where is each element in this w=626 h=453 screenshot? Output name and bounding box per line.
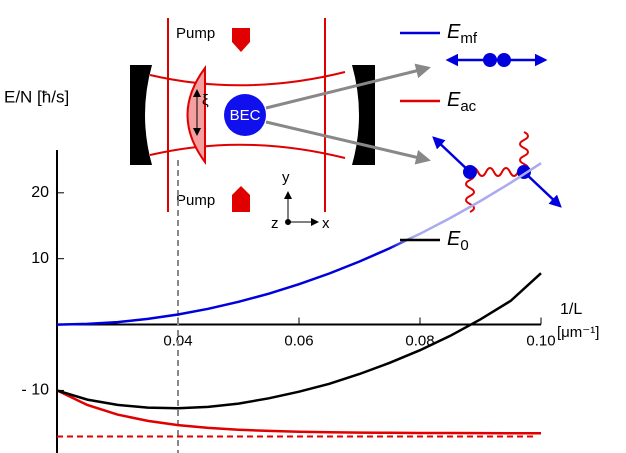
pump-arrow [232, 28, 250, 52]
legend-subscript: 0 [460, 237, 468, 254]
legend-subscript: mf [460, 30, 477, 47]
legend-label: Eac [447, 89, 477, 115]
legend-label: Emf [447, 21, 478, 47]
legend-name: E [447, 228, 461, 250]
axis-label: z [271, 215, 279, 232]
legend-name: E [447, 21, 461, 43]
diagram [483, 53, 497, 67]
beam [150, 72, 345, 85]
pointer [266, 122, 428, 160]
x-tick-label: 0.08 [405, 333, 434, 350]
beam [150, 145, 345, 158]
y-tick-label: - 10 [21, 382, 49, 399]
y-tick-label: 20 [31, 184, 49, 201]
y-axis-label: E/N [ħ/s] [4, 87, 69, 106]
axis-label: x [322, 215, 330, 232]
axis-label: y [282, 169, 290, 186]
pump-label: Pump [176, 25, 215, 42]
bec-label: BEC [230, 107, 261, 124]
x-tick-label: 0.10 [526, 333, 555, 350]
line [57, 390, 541, 433]
diagram [470, 168, 524, 176]
chart: ξ BEC Pump Pump y z x E/N [ħ/s] 1/L [μm⁻… [0, 0, 626, 453]
diagram [497, 53, 511, 67]
legend-name: E [447, 89, 461, 111]
pump-arrow [232, 186, 250, 212]
y-tick-label: 10 [31, 250, 49, 267]
diagram [463, 165, 477, 179]
diagram [434, 138, 470, 172]
diagram [524, 172, 560, 206]
x-axis-unit: [μm⁻¹] [557, 324, 599, 341]
mirror [130, 65, 152, 165]
inset: ξ BEC Pump Pump y z x [130, 18, 560, 232]
x-axis-label: 1/L [560, 301, 582, 318]
legend-subscript: ac [460, 98, 476, 115]
legend-label: E0 [447, 228, 469, 254]
x-tick-label: 0.06 [284, 333, 313, 350]
xi: ξ [202, 92, 209, 109]
mirror [352, 65, 375, 165]
pump-label: Pump [176, 192, 215, 209]
